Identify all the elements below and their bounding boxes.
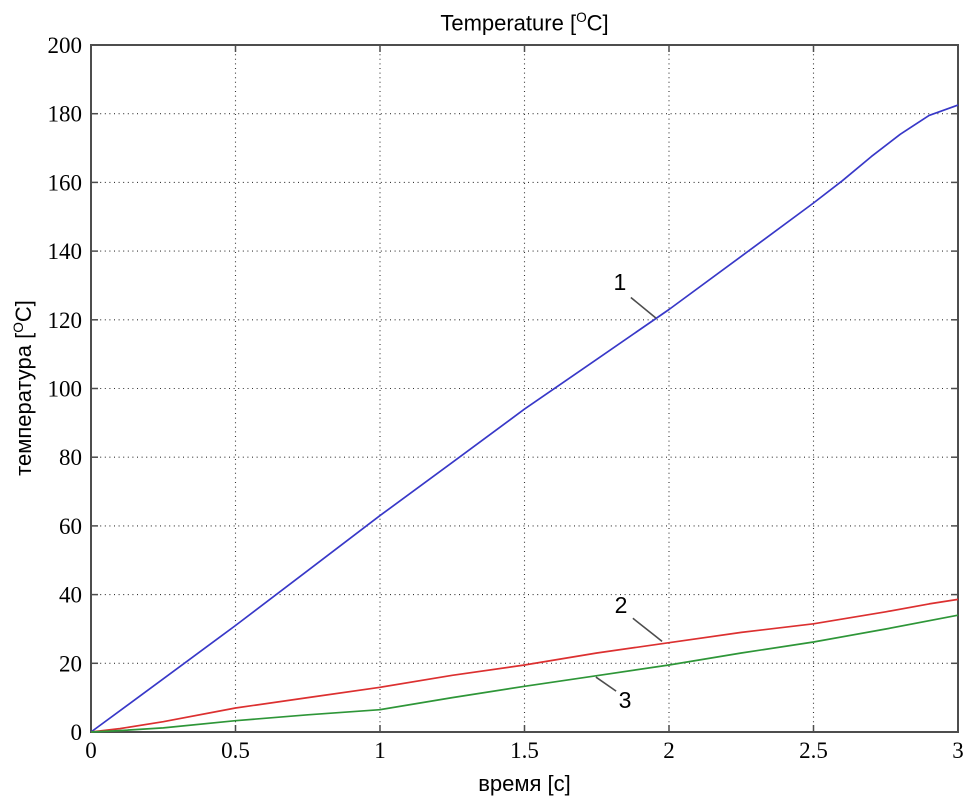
series-line-1: [90, 104, 959, 733]
x-tick-label: 2.5: [799, 738, 828, 763]
plot-border: [90, 44, 959, 733]
annotation-label-2: 2: [615, 592, 628, 618]
y-axis-label: температура [OC]: [11, 300, 37, 476]
y-axis-label-suffix: C]: [11, 300, 37, 323]
x-axis-label: время [с]: [478, 771, 571, 796]
y-tick-label: 20: [59, 651, 82, 676]
series-line-2: [90, 598, 959, 733]
chart-title-text: Temperature [: [440, 10, 577, 36]
y-tick-label: 80: [59, 445, 82, 470]
x-tick-label: 1.5: [510, 738, 539, 763]
x-tick-label: 2: [663, 738, 675, 763]
annotation-leader-2: [632, 617, 663, 642]
x-tick-label: 1: [374, 738, 386, 763]
annotation-leader-1: [630, 296, 657, 319]
series-line-3: [90, 614, 959, 733]
chart-title-sup: O: [576, 10, 587, 25]
y-axis-label-sup: O: [10, 322, 26, 333]
y-tick-label: 0: [71, 720, 83, 745]
chart-title: Temperature [OC]: [91, 10, 958, 36]
annotation-label-1: 1: [613, 269, 626, 295]
x-tick-label: 0.5: [221, 738, 250, 763]
y-tick-label: 100: [48, 377, 83, 402]
y-tick-label: 140: [48, 239, 83, 264]
annotation-leader-3: [595, 676, 617, 692]
chart-title-suffix: C]: [586, 10, 609, 36]
y-tick-label: 40: [59, 583, 82, 608]
y-tick-label: 60: [59, 514, 82, 539]
y-tick-label: 180: [48, 102, 83, 127]
y-tick-label: 200: [48, 33, 83, 58]
y-tick-label: 160: [48, 170, 83, 195]
x-tick-label: 0: [85, 738, 97, 763]
annotation-label-3: 3: [619, 687, 632, 713]
y-tick-label: 120: [48, 308, 83, 333]
x-tick-label: 3: [952, 738, 964, 763]
y-axis-label-text: температура [: [11, 332, 37, 476]
